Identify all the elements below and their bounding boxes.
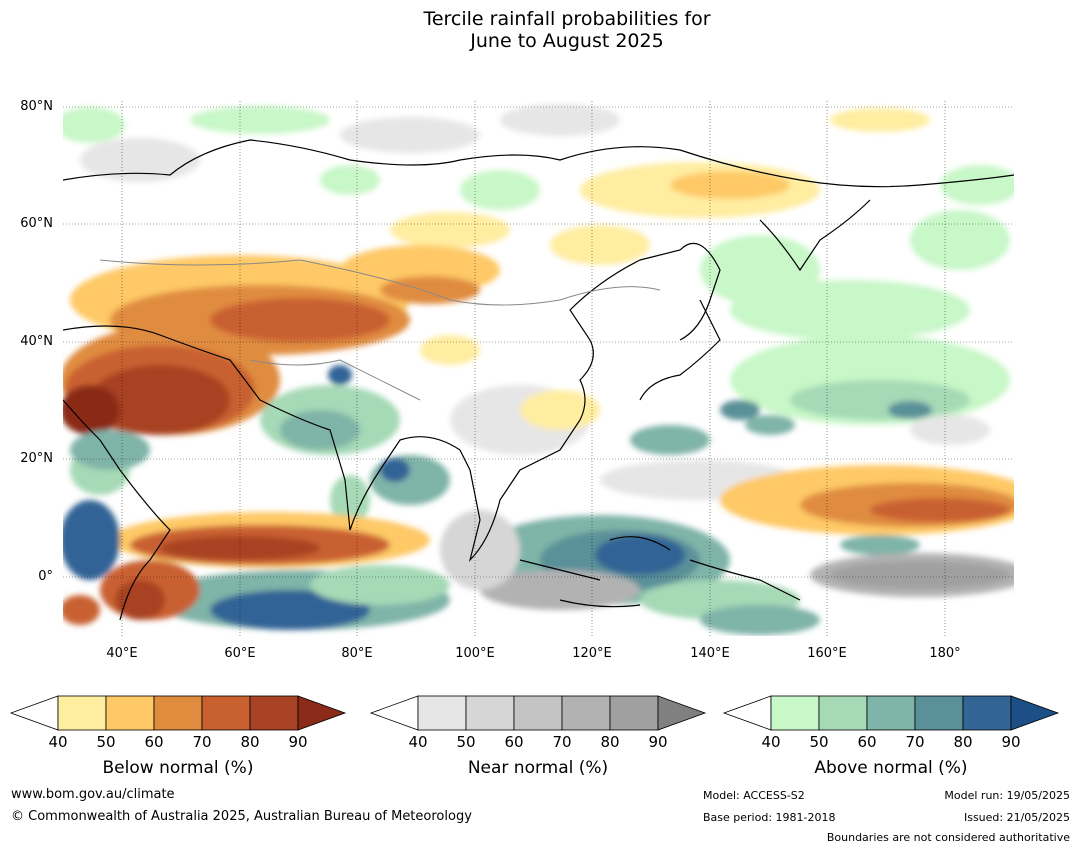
colorbar-above-bin-0: [770, 695, 820, 731]
colorbars: [9, 695, 1060, 731]
title-line-1: Tercile rainfall probabilities for: [423, 8, 711, 30]
colorbar-below-tick: 50: [96, 733, 116, 751]
colorbar-below-tick: 40: [48, 733, 68, 751]
colorbar-near-tick: 80: [600, 733, 620, 751]
footer-url[interactable]: www.bom.gov.au/climate: [11, 787, 175, 802]
colorbar-below-bin-4: [249, 695, 299, 731]
colorbar-below-normal: [9, 695, 347, 731]
colorbar-below-tick: 80: [240, 733, 260, 751]
lon-label-160e: 160°E: [807, 646, 847, 661]
colorbar-below-tick: 90: [288, 733, 308, 751]
colorbar-near-bin-0: [417, 695, 467, 731]
colorbar-near-bin-1: [465, 695, 515, 731]
colorbar-near-bin-3: [561, 695, 611, 731]
colorbar-above-tick: 80: [953, 733, 973, 751]
footer-model: Model: ACCESS-S2: [703, 789, 805, 802]
coastlines: [63, 139, 1014, 621]
graticule: [63, 101, 1014, 636]
lon-label-80e: 80°E: [341, 646, 373, 661]
colorbar-above-tick: 90: [1001, 733, 1021, 751]
lat-label-60n: 60°N: [20, 216, 53, 231]
colorbar-near-tick: 90: [648, 733, 668, 751]
colorbar-below-bin-3: [201, 695, 251, 731]
footer-issued: Issued: 21/05/2025: [963, 811, 1070, 824]
colorbar-near-tick: 70: [552, 733, 572, 751]
colorbar-below-max-extend: [297, 695, 347, 731]
colorbar-near-title: Near normal (%): [467, 758, 609, 778]
colorbar-above-tick: 40: [761, 733, 781, 751]
lat-label-0: 0°: [38, 569, 53, 584]
colorbar-near-bin-4: [609, 695, 659, 731]
map-field: [63, 101, 1014, 636]
colorbar-below-tick: 60: [144, 733, 164, 751]
colorbar-above-tick: 70: [905, 733, 925, 751]
rainfall-map: [63, 101, 1014, 636]
colorbar-below-title: Below normal (%): [102, 758, 254, 778]
lon-label-120e: 120°E: [572, 646, 612, 661]
colorbar-near-tick: 60: [504, 733, 524, 751]
colorbar-near-normal: [369, 695, 707, 731]
footer-model-run: Model run: 19/05/2025: [944, 789, 1070, 802]
colorbar-above-tick: 60: [857, 733, 877, 751]
lat-label-20n: 20°N: [20, 451, 53, 466]
lon-label-140e: 140°E: [690, 646, 730, 661]
colorbar-near-tick: 40: [408, 733, 428, 751]
colorbar-near-tick: 50: [456, 733, 476, 751]
colorbar-above-bin-2: [866, 695, 916, 731]
colorbar-below-bin-1: [105, 695, 155, 731]
colorbar-above-title: Above normal (%): [814, 758, 968, 778]
lon-label-180: 180°: [929, 646, 961, 661]
title-line-2: June to August 2025: [470, 30, 664, 52]
footer-base-period: Base period: 1981-2018: [703, 811, 836, 824]
colorbar-below-min-extend: [9, 695, 59, 731]
colorbar-above-bin-3: [914, 695, 964, 731]
lon-label-40e: 40°E: [106, 646, 138, 661]
colorbar-above-min-extend: [722, 695, 772, 731]
colorbar-below-bin-0: [57, 695, 107, 731]
colorbar-above-bin-4: [962, 695, 1012, 731]
lat-label-80n: 80°N: [20, 99, 53, 114]
colorbar-above-normal: [722, 695, 1060, 731]
map-title: Tercile rainfall probabilities for June …: [0, 8, 1081, 52]
colorbar-above-max-extend: [1010, 695, 1060, 731]
colorbar-above-tick: 50: [809, 733, 829, 751]
colorbar-above-bin-1: [818, 695, 868, 731]
colorbar-near-min-extend: [369, 695, 419, 731]
colorbar-near-max-extend: [657, 695, 707, 731]
borders: [99, 259, 661, 401]
lat-label-40n: 40°N: [20, 334, 53, 349]
footer-disclaimer: Boundaries are not considered authoritat…: [826, 831, 1070, 844]
colorbar-below-tick: 70: [192, 733, 212, 751]
footer-copyright: © Commonwealth of Australia 2025, Austra…: [11, 809, 472, 824]
lon-label-100e: 100°E: [455, 646, 495, 661]
colorbar-near-bin-2: [513, 695, 563, 731]
lon-label-60e: 60°E: [224, 646, 256, 661]
colorbar-below-bin-2: [153, 695, 203, 731]
